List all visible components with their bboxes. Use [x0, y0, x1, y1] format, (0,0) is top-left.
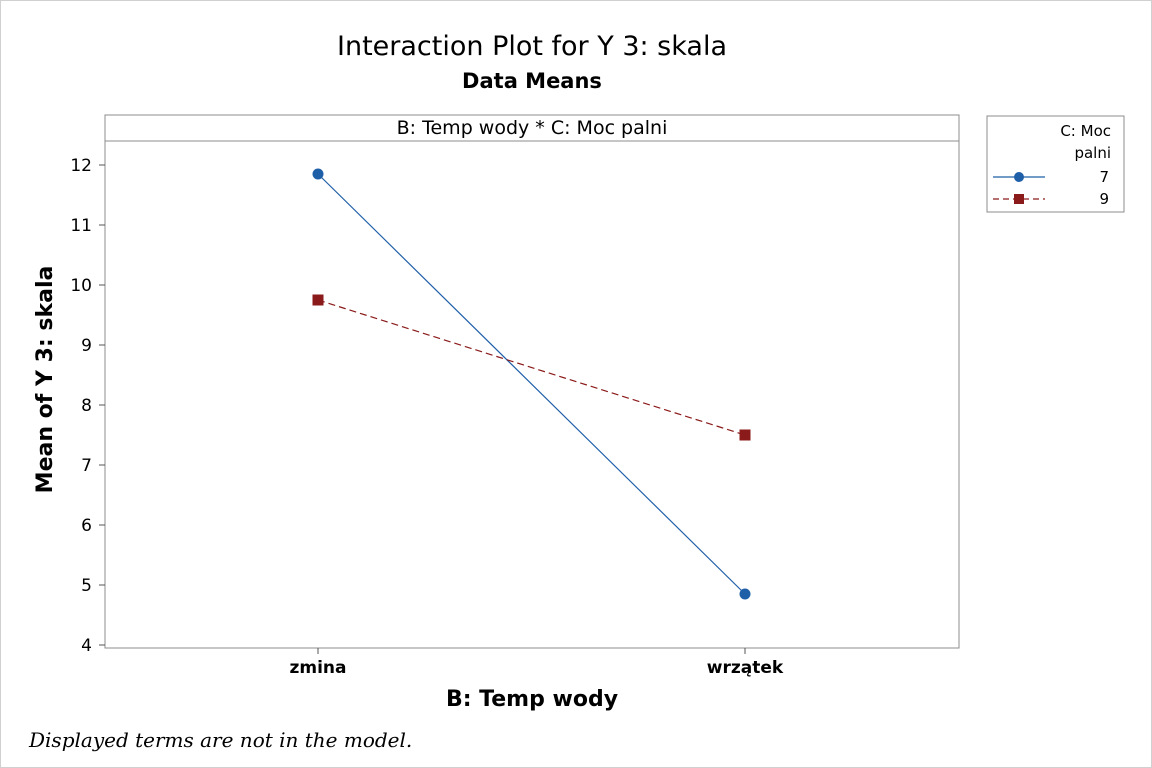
- panel-label: B: Temp wody * C: Moc palni: [397, 117, 668, 139]
- series-9-point: [739, 429, 751, 441]
- series-7-point: [739, 588, 751, 600]
- y-tick-label: 8: [81, 396, 92, 416]
- y-axis-label: Mean of Y 3: skala: [33, 266, 58, 494]
- y-tick-label: 7: [81, 456, 92, 476]
- series-9-line: [317, 299, 746, 436]
- legend-title: C: Moc: [1060, 122, 1111, 140]
- y-tick-label: 9: [81, 336, 92, 356]
- series-7-point: [312, 168, 324, 180]
- legend-label-7: 7: [1099, 168, 1109, 186]
- plot-area: [104, 114, 960, 649]
- y-tick-label: 4: [81, 636, 92, 656]
- y-tick-label: 10: [70, 276, 92, 296]
- legend-label-9: 9: [1099, 190, 1109, 208]
- legend-title-line2: palni: [1074, 144, 1111, 162]
- y-tick-label: 6: [81, 516, 92, 536]
- x-tick-label: wrzątek: [707, 658, 784, 678]
- y-tick-label: 12: [70, 156, 92, 176]
- legend-marker-7: [1014, 172, 1024, 182]
- x-axis-label: B: Temp wody: [446, 687, 618, 712]
- y-tick-label: 11: [70, 216, 92, 236]
- legend-marker-9: [1014, 194, 1024, 204]
- series-9-point: [312, 294, 324, 306]
- footnote: Displayed terms are not in the model.: [29, 728, 413, 752]
- series-7-line: [317, 173, 746, 595]
- y-tick-label: 5: [81, 576, 92, 596]
- chart-title: Interaction Plot for Y 3: skala: [337, 31, 727, 62]
- x-tick-label: zmina: [289, 658, 346, 678]
- chart-subtitle: Data Means: [462, 69, 602, 93]
- legend-box: [986, 115, 1125, 213]
